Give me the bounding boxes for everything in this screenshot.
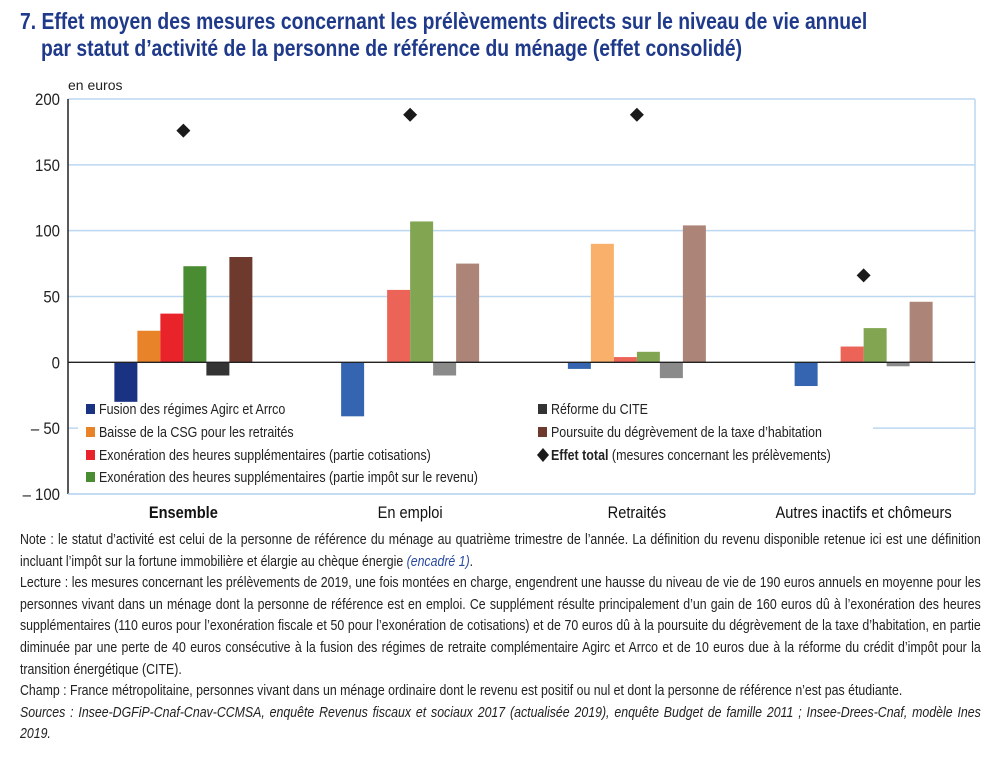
legend-swatch bbox=[538, 427, 547, 437]
bar bbox=[410, 221, 434, 363]
lecture-text: Lecture : les mesures concernant les pré… bbox=[20, 575, 981, 678]
note-text: Note : le statut d’activité est celui de… bbox=[20, 532, 981, 570]
bar bbox=[229, 257, 253, 363]
y-tick-label: 200 bbox=[35, 91, 60, 109]
legend-swatch bbox=[538, 404, 547, 414]
bar bbox=[590, 243, 614, 363]
legend-total-suffix: (mesures concernant les prélèvements) bbox=[612, 447, 831, 463]
category-label: Retraités bbox=[608, 504, 667, 522]
legend-background bbox=[78, 402, 873, 492]
legend-label: Exonération des heures supplémentaires (… bbox=[99, 469, 478, 485]
total-effect-marker bbox=[856, 268, 871, 283]
y-tick-label: 100 bbox=[35, 223, 60, 241]
bar bbox=[794, 362, 818, 387]
bar bbox=[137, 330, 161, 363]
title-line-1: 7. Effet moyen des mesures concernant le… bbox=[20, 8, 868, 34]
legend-total-name: Effet total bbox=[551, 447, 612, 463]
legend-swatch bbox=[86, 472, 95, 482]
bar bbox=[114, 362, 138, 402]
bar bbox=[909, 301, 933, 363]
bar bbox=[886, 362, 910, 367]
bar bbox=[682, 225, 706, 363]
category-label: Autres inactifs et chômeurs bbox=[776, 504, 952, 522]
legend-swatch bbox=[86, 450, 95, 460]
legend-label: Baisse de la CSG pour les retraités bbox=[99, 424, 294, 440]
bar bbox=[840, 346, 864, 363]
y-tick-label: – 100 bbox=[23, 486, 61, 504]
bar bbox=[659, 362, 683, 379]
legend-diamond-icon bbox=[537, 448, 549, 462]
total-effect-marker bbox=[403, 107, 418, 122]
bar bbox=[160, 313, 184, 363]
bar bbox=[206, 362, 230, 376]
chart-title: 7. Effet moyen des mesures concernant le… bbox=[20, 8, 986, 62]
y-tick-label: 50 bbox=[43, 289, 60, 307]
bar bbox=[387, 289, 411, 363]
y-tick-label: 150 bbox=[35, 157, 60, 175]
bar bbox=[456, 263, 480, 363]
bar bbox=[183, 266, 207, 363]
bar bbox=[567, 362, 591, 369]
total-effect-marker bbox=[176, 123, 191, 138]
bar bbox=[613, 357, 637, 363]
bar bbox=[433, 362, 457, 376]
legend-label: Exonération des heures supplémentaires (… bbox=[99, 447, 431, 463]
category-label: En emploi bbox=[378, 504, 443, 522]
legend-label: Réforme du CITE bbox=[551, 401, 648, 417]
bar bbox=[341, 362, 365, 417]
y-tick-label: 0 bbox=[52, 355, 60, 373]
bar bbox=[863, 328, 887, 363]
legend-swatch bbox=[86, 404, 95, 414]
champ-text: Champ : France métropolitaine, personnes… bbox=[20, 683, 903, 700]
chart-notes: Note : le statut d’activité est celui de… bbox=[20, 530, 981, 746]
y-tick-label: – 50 bbox=[31, 420, 60, 438]
legend-label: Fusion des régimes Agirc et Arrco bbox=[99, 401, 285, 417]
bar bbox=[636, 351, 660, 363]
legend-swatch bbox=[86, 427, 95, 437]
y-axis-unit: en euros bbox=[68, 77, 122, 93]
legend-label-total: Effet total (mesures concernant les prél… bbox=[551, 447, 831, 463]
legend-label: Poursuite du dégrèvement de la taxe d’ha… bbox=[551, 424, 822, 440]
total-effect-marker bbox=[629, 107, 644, 122]
title-line-2: par statut d’activité de la personne de … bbox=[41, 35, 743, 61]
encadre-link[interactable]: (encadré 1) bbox=[406, 553, 470, 570]
sources-text: Sources : Insee-DGFiP-Cnaf-Cnav-CCMSA, e… bbox=[20, 704, 981, 743]
category-label: Ensemble bbox=[149, 504, 218, 522]
